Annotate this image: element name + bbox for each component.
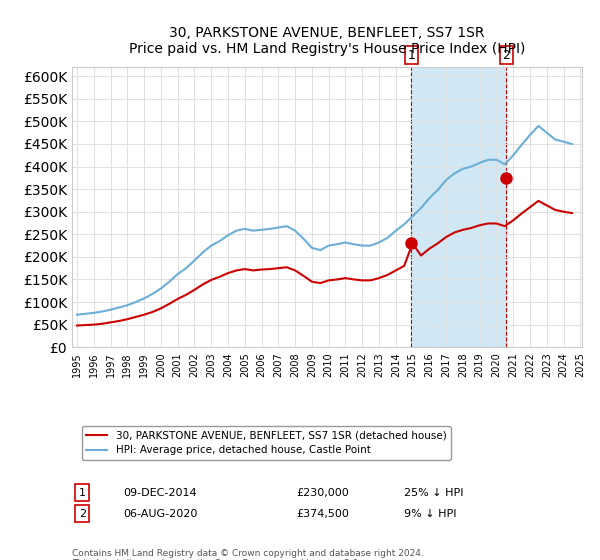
Text: Contains HM Land Registry data © Crown copyright and database right 2024.
This d: Contains HM Land Registry data © Crown c… [72, 549, 424, 560]
Title: 30, PARKSTONE AVENUE, BENFLEET, SS7 1SR
Price paid vs. HM Land Registry's House : 30, PARKSTONE AVENUE, BENFLEET, SS7 1SR … [129, 26, 525, 57]
Text: 1: 1 [79, 488, 86, 498]
Text: 25% ↓ HPI: 25% ↓ HPI [404, 488, 463, 498]
Text: 09-DEC-2014: 09-DEC-2014 [123, 488, 197, 498]
Bar [411, 67, 506, 347]
Text: 2: 2 [79, 509, 86, 519]
Text: £374,500: £374,500 [296, 509, 349, 519]
Text: 2: 2 [502, 49, 510, 62]
Legend: 30, PARKSTONE AVENUE, BENFLEET, SS7 1SR (detached house), HPI: Average price, de: 30, PARKSTONE AVENUE, BENFLEET, SS7 1SR … [82, 426, 451, 460]
Text: £230,000: £230,000 [296, 488, 349, 498]
Text: 9% ↓ HPI: 9% ↓ HPI [404, 509, 456, 519]
Text: 06-AUG-2020: 06-AUG-2020 [123, 509, 197, 519]
Text: 1: 1 [407, 49, 415, 62]
